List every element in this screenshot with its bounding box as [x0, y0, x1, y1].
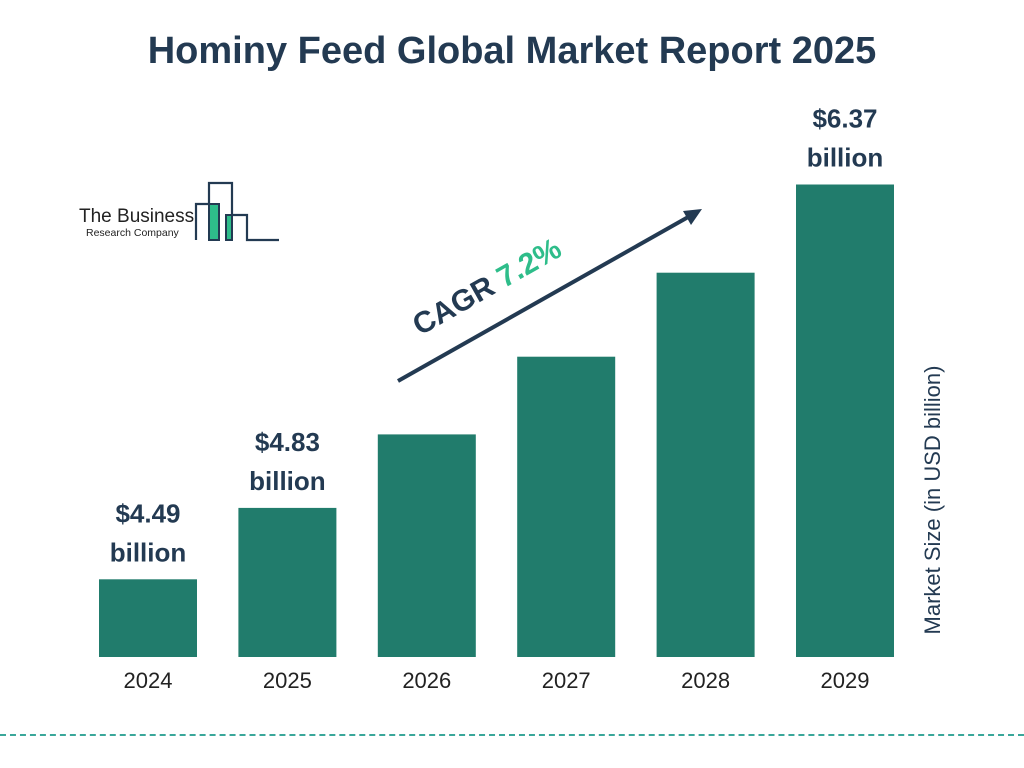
bar-2025: [238, 507, 337, 657]
bar-2024: [99, 579, 197, 657]
data-label: $4.83: [255, 427, 320, 457]
data-label: $6.37: [812, 104, 877, 134]
y-axis-label: Market Size (in USD billion): [920, 366, 945, 635]
x-tick-label: 2029: [821, 668, 870, 693]
logo-line1: The Business: [79, 206, 194, 227]
chart-title: Hominy Feed Global Market Report 2025: [147, 30, 877, 72]
svg-text:CAGR 7.2%: CAGR 7.2%: [407, 232, 567, 342]
logo-line2: Research Company: [86, 227, 180, 239]
data-label: $4.49: [115, 498, 180, 528]
x-tick-label: 2026: [402, 668, 451, 693]
x-tick-label: 2025: [263, 668, 312, 693]
data-label: billion: [807, 143, 884, 173]
divider: [0, 734, 1024, 736]
logo: The Business Research Company: [79, 181, 279, 242]
bar-2028: [656, 272, 755, 657]
cagr-annotation: CAGR 7.2%: [397, 209, 702, 383]
bar-2027: [517, 356, 616, 657]
x-tick-label: 2028: [681, 668, 730, 693]
data-label: billion: [110, 537, 187, 567]
cagr-value: 7.2%: [491, 232, 567, 294]
cagr-label: CAGR: [407, 266, 507, 342]
data-label: billion: [249, 466, 326, 496]
x-tick-label: 2027: [542, 668, 591, 693]
x-tick-label: 2024: [124, 668, 173, 693]
bar-2029: [796, 184, 894, 657]
bar-2026: [377, 434, 476, 657]
